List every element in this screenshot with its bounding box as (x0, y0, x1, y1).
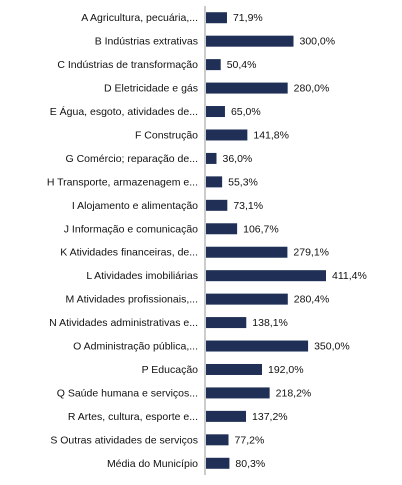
bar (206, 223, 238, 235)
value-label: 73,1% (233, 200, 263, 212)
value-label: 300,0% (300, 36, 336, 48)
bar (206, 270, 326, 282)
category-label: I Alojamento e alimentação (72, 200, 198, 212)
value-label: 65,0% (231, 106, 261, 118)
category-label: N Atividades administrativas e... (49, 317, 198, 329)
value-label: 350,0% (314, 341, 350, 353)
category-label: E Água, esgoto, atividades de... (50, 105, 198, 118)
category-label: Média do Município (107, 458, 198, 470)
value-label: 279,1% (293, 247, 329, 259)
bar (206, 410, 247, 422)
bar (206, 293, 288, 305)
bar (206, 35, 294, 47)
value-label: 141,8% (253, 129, 289, 141)
bar (206, 106, 225, 118)
bar (206, 176, 223, 188)
value-label: 218,2% (276, 387, 312, 399)
bar (206, 340, 309, 352)
value-label: 411,4% (332, 270, 367, 282)
value-label: 280,0% (294, 83, 330, 95)
category-label: F Construção (135, 129, 198, 141)
category-label: G Comércio; reparação de... (66, 153, 198, 165)
category-label: M Atividades profissionais,... (66, 294, 198, 306)
value-label: 80,3% (235, 458, 265, 470)
bar (206, 59, 221, 71)
bar (206, 387, 270, 399)
category-label: L Atividades imobiliárias (86, 270, 198, 282)
category-label: B Indústrias extrativas (95, 36, 198, 48)
category-label: P Educação (142, 364, 199, 376)
value-label: 138,1% (252, 317, 288, 329)
value-label: 71,9% (233, 12, 263, 24)
category-label: J Informação e comunicação (64, 223, 198, 235)
value-label: 50,4% (227, 59, 257, 71)
bar (206, 152, 217, 164)
bar (206, 12, 227, 24)
category-label: A Agricultura, pecuária,... (81, 12, 198, 24)
value-label: 55,3% (228, 176, 258, 188)
category-label: R Artes, cultura, esporte e... (68, 411, 198, 423)
chart-rows: A Agricultura, pecuária,... 71,9% B Indúst… (47, 12, 367, 470)
bar (206, 317, 247, 329)
value-label: 36,0% (223, 153, 253, 165)
bar (206, 129, 248, 141)
category-label: O Administração pública,... (73, 341, 198, 353)
bar (206, 457, 230, 469)
value-label: 77,2% (235, 434, 265, 446)
category-label: D Eletricidade e gás (104, 83, 198, 95)
value-label: 192,0% (268, 364, 304, 376)
bar (206, 363, 263, 375)
bar (206, 82, 288, 94)
bar (206, 199, 228, 211)
category-label: H Transporte, armazenagem e... (47, 176, 198, 188)
category-label: C Indústrias de transformação (57, 59, 198, 71)
category-label: K Atividades financeiras, de... (60, 247, 198, 259)
value-label: 137,2% (252, 411, 288, 423)
value-label: 280,4% (294, 294, 330, 306)
category-label: Q Saúde humana e serviços... (57, 387, 198, 399)
bar (206, 246, 288, 258)
value-label: 106,7% (243, 223, 279, 235)
category-label: S Outras atividades de serviços (50, 434, 198, 446)
bar (206, 434, 229, 446)
